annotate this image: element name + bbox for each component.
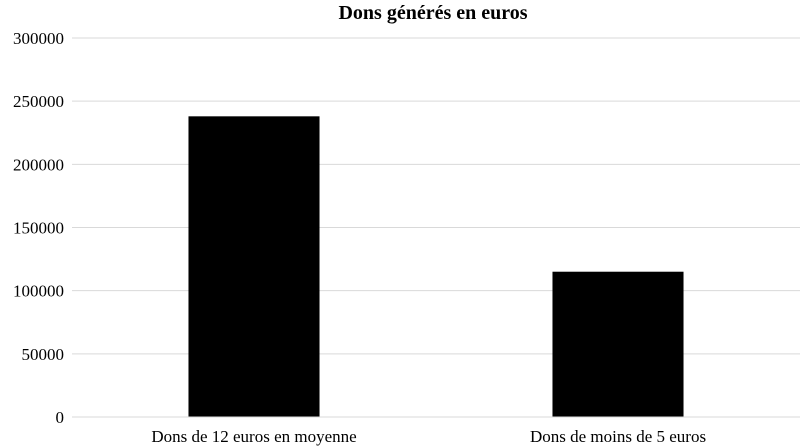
bar-1 xyxy=(188,116,320,418)
y-tick-label: 100000 xyxy=(13,282,64,301)
x-axis-category-labels: Dons de 12 euros en moyenne Dons de moins… xyxy=(151,427,706,446)
y-tick-label: 300000 xyxy=(13,29,64,48)
y-tick-label: 50000 xyxy=(22,345,65,364)
x-category-label: Dons de 12 euros en moyenne xyxy=(151,427,356,446)
bars xyxy=(188,116,684,418)
y-tick-label: 0 xyxy=(56,408,65,427)
y-tick-label: 150000 xyxy=(13,219,64,238)
bar-2 xyxy=(552,271,684,417)
gridlines xyxy=(72,37,800,355)
x-category-label: Dons de moins de 5 euros xyxy=(530,427,706,446)
y-axis-tick-labels: 0 50000 100000 150000 200000 250000 300000 xyxy=(13,29,64,427)
y-tick-label: 200000 xyxy=(13,155,64,174)
y-tick-label: 250000 xyxy=(13,92,64,111)
chart-title: Dons générés en euros xyxy=(338,2,527,24)
